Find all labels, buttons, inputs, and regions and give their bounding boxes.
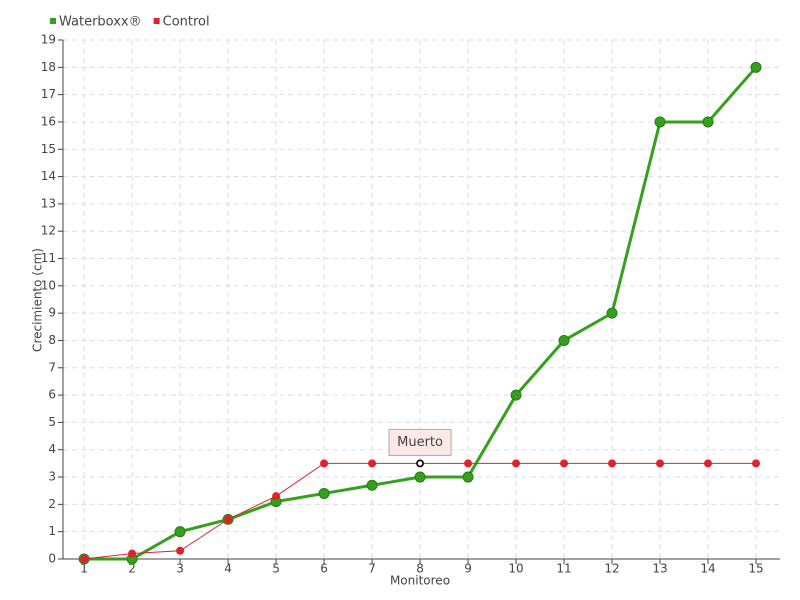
x-tick-label: 4: [224, 562, 232, 576]
x-tick-label: 1: [80, 562, 88, 576]
data-point: [318, 487, 330, 499]
x-tick-label: 9: [464, 562, 472, 576]
data-point: [752, 459, 761, 468]
x-tick-label: 8: [416, 562, 424, 576]
y-tick-label: 1: [48, 524, 56, 538]
data-point: [560, 459, 569, 468]
y-tick-label: 11: [41, 251, 56, 265]
y-tick-label: 12: [41, 224, 56, 238]
data-point: [606, 307, 618, 319]
y-tick-label: 4: [48, 442, 56, 456]
x-tick-label: 7: [368, 562, 376, 576]
y-tick-label: 6: [48, 388, 56, 402]
data-point: [368, 459, 377, 468]
x-tick-label: 13: [652, 562, 667, 576]
data-point: [224, 515, 233, 524]
y-tick-label: 16: [41, 114, 56, 128]
annotation-box: [388, 428, 452, 456]
y-tick-label: 13: [41, 196, 56, 210]
x-tick-label: 5: [272, 562, 280, 576]
y-tick-label: 7: [48, 360, 56, 374]
x-tick-label: 2: [128, 562, 136, 576]
data-point: [462, 471, 474, 483]
data-point: [654, 116, 666, 128]
legend-label: Waterboxx®: [59, 15, 142, 30]
y-tick-label: 19: [41, 33, 56, 47]
x-axis-label: Monitoreo: [390, 574, 450, 588]
data-point: [608, 459, 617, 468]
data-point: [510, 389, 522, 401]
data-point: [320, 459, 329, 468]
x-tick-label: 6: [320, 562, 328, 576]
legend-swatch: [153, 18, 160, 24]
legend-swatch: [50, 18, 56, 24]
y-tick-label: 9: [48, 306, 56, 320]
data-point: [656, 459, 665, 468]
data-point: [128, 549, 137, 558]
y-tick-label: 8: [48, 333, 56, 347]
annotation-marker: [416, 459, 424, 468]
y-tick-label: 3: [48, 470, 56, 484]
data-point: [174, 526, 186, 538]
y-tick-label: 2: [48, 497, 56, 511]
y-tick-label: 18: [41, 60, 56, 74]
y-tick-label: 5: [48, 415, 56, 429]
y-tick-label: 0: [48, 552, 56, 566]
data-point: [704, 459, 713, 468]
x-tick-label: 3: [176, 562, 184, 576]
data-point: [512, 459, 521, 468]
data-point: [80, 555, 89, 563]
data-point: [558, 334, 570, 346]
x-tick-label: 15: [748, 562, 763, 576]
y-tick-label: 10: [41, 278, 56, 292]
x-tick-label: 10: [508, 562, 523, 576]
y-axis-label: Crecimiento (cm): [31, 248, 45, 352]
x-tick-label: 12: [604, 562, 619, 576]
data-point: [272, 492, 281, 501]
y-tick-label: 15: [41, 142, 56, 156]
data-point: [750, 61, 762, 73]
x-tick-label: 11: [556, 562, 571, 576]
y-tick-label: 17: [41, 87, 56, 101]
x-tick-label: 14: [700, 562, 715, 576]
data-point: [176, 546, 185, 555]
data-point: [414, 471, 426, 483]
data-point: [464, 459, 473, 468]
annotation-text: Muerto: [397, 435, 443, 450]
data-point: [366, 479, 378, 491]
y-tick-label: 14: [41, 169, 56, 183]
legend-label: Control: [163, 15, 210, 30]
data-point: [702, 116, 714, 128]
